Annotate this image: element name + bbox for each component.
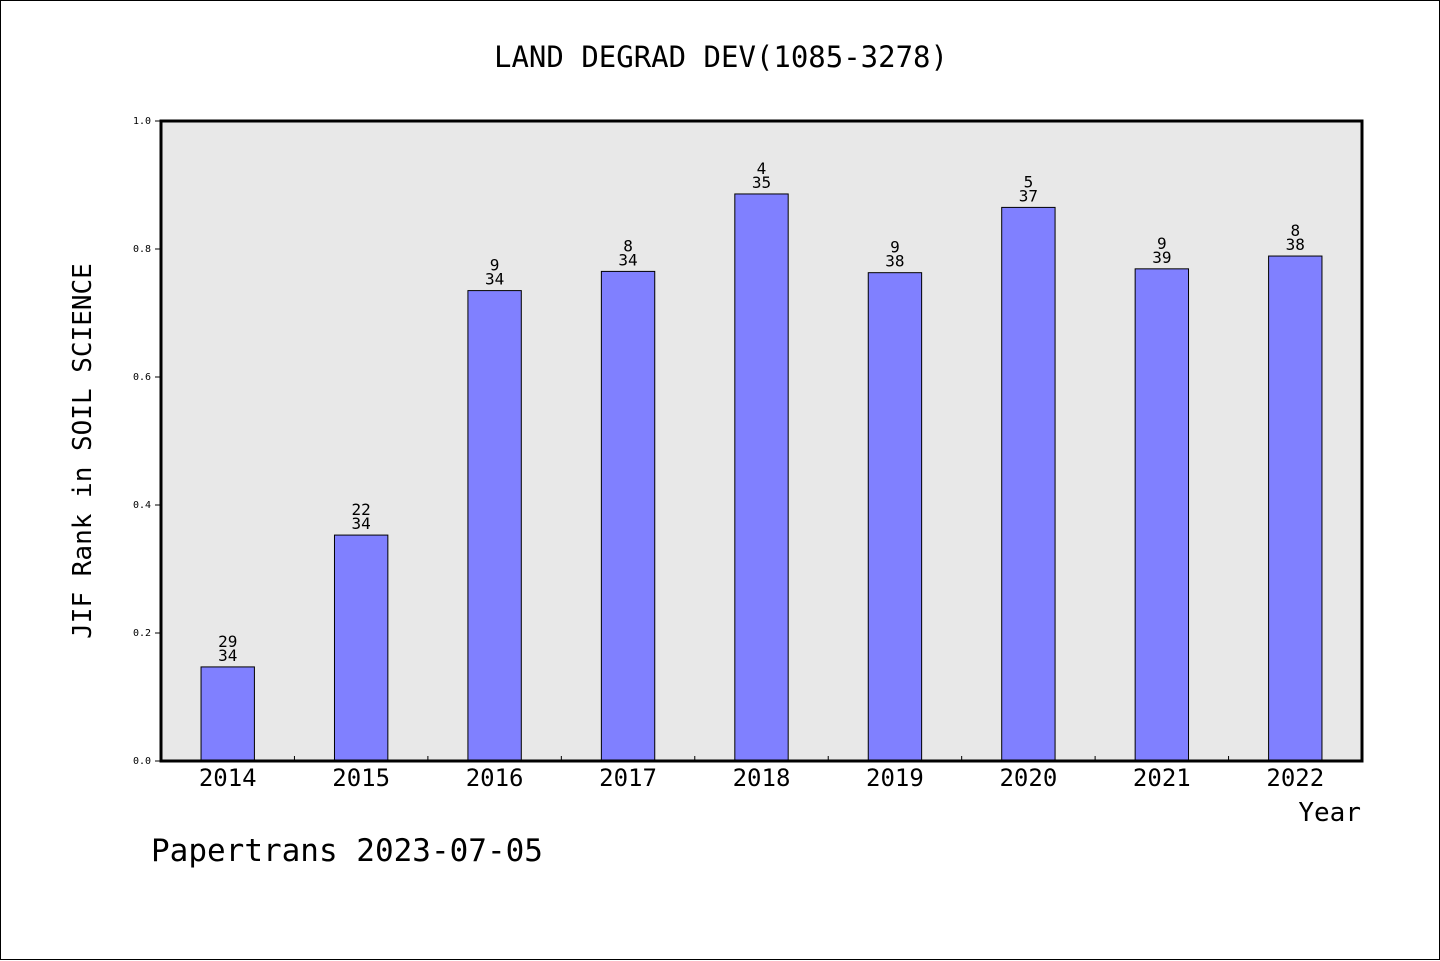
- x-tick-label-2019: 2019: [866, 764, 924, 792]
- bar-total-label-2020: 37: [1019, 186, 1038, 205]
- bar-total-label-2014: 34: [218, 646, 237, 665]
- y-axis: 0.0 0.2 0.4 0.6 0.8 1.0: [133, 116, 161, 767]
- bar-total-label-2016: 34: [485, 270, 504, 289]
- bars-layer: [200, 193, 1323, 762]
- y-tick-label: 0.2: [133, 628, 151, 639]
- x-tick-label-2016: 2016: [466, 764, 524, 792]
- bar-total-label-2018: 35: [752, 173, 771, 192]
- y-tick-label: 0.4: [133, 500, 151, 511]
- chart-title: LAND DEGRAD DEV(1085-3278): [494, 40, 948, 74]
- bar-2015: [333, 534, 389, 762]
- x-tick-label-2020: 2020: [999, 764, 1057, 792]
- bar-rank-label-2020: 5: [1024, 172, 1034, 191]
- x-tick-label-2021: 2021: [1133, 764, 1191, 792]
- footer-note: Papertrans 2023-07-05: [151, 833, 543, 869]
- bar-total-label-2017: 34: [618, 250, 637, 269]
- x-tick-label-2018: 2018: [733, 764, 791, 792]
- bar-total-label-2022: 38: [1286, 235, 1305, 254]
- y-tick-label: 0.8: [133, 244, 151, 255]
- bar-2016: [467, 290, 522, 762]
- bar-total-label-2021: 39: [1152, 248, 1171, 267]
- bar-rank-label-2019: 9: [890, 238, 900, 257]
- y-tick-label: 0.0: [133, 756, 151, 767]
- bar-2019: [867, 272, 923, 762]
- bar-rank-label-2014: 29: [218, 632, 237, 651]
- x-tick-label-2014: 2014: [199, 764, 257, 792]
- y-tick-label: 1.0: [133, 116, 151, 127]
- bar-rank-label-2017: 8: [623, 236, 633, 255]
- bar-total-label-2015: 34: [352, 514, 371, 533]
- bar-rank-label-2021: 9: [1157, 234, 1167, 253]
- bar-rank-label-2018: 4: [757, 159, 767, 178]
- x-tick-label-2022: 2022: [1266, 764, 1324, 792]
- plot-frame: [159, 119, 1364, 763]
- y-tick-label: 0.6: [133, 372, 151, 383]
- bar-2018: [734, 193, 789, 762]
- bar-2014: [200, 666, 255, 762]
- x-tick-label-2017: 2017: [599, 764, 657, 792]
- bar-2021: [1134, 268, 1190, 762]
- x-axis-title: Year: [1298, 798, 1361, 828]
- bar-rank-label-2022: 8: [1290, 221, 1300, 240]
- x-tick-label-2015: 2015: [332, 764, 390, 792]
- x-axis: 2014 2015 2016 2017 2018 2019 2020 2021 2022: [199, 756, 1324, 792]
- y-axis-title: JIF Rank in SOIL SCIENCE: [68, 263, 98, 639]
- bar-rank-label-2015: 22: [352, 500, 371, 519]
- bar-2020: [1001, 206, 1056, 762]
- bar-2022: [1268, 255, 1323, 762]
- bar-total-label-2019: 38: [885, 252, 904, 271]
- bar-rank-label-2016: 9: [490, 256, 500, 275]
- bar-2017: [600, 270, 656, 762]
